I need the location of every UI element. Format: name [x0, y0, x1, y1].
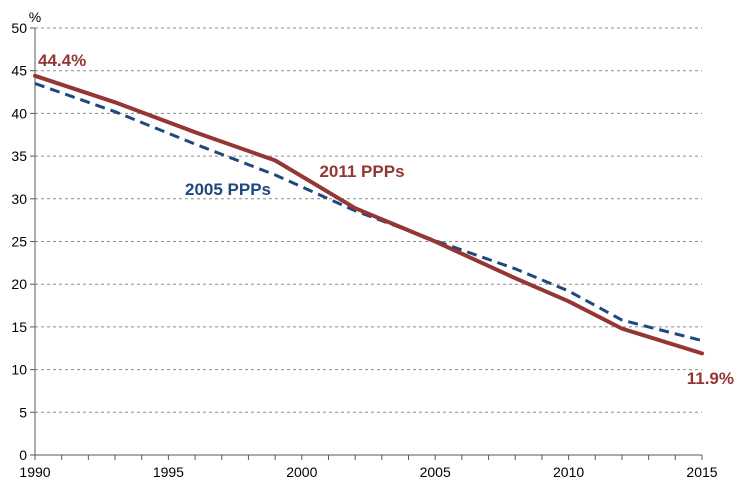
y-tick-label: 50 — [11, 20, 27, 36]
x-tick-label: 2005 — [420, 464, 451, 480]
y-tick-label: 10 — [11, 362, 27, 378]
x-tick-label: 1990 — [19, 464, 50, 480]
x-axis-ticks: 1990 1995 2000 2005 2010 2015 — [19, 455, 718, 480]
series-lines — [33, 73, 704, 356]
y-tick-label: 25 — [11, 234, 27, 250]
x-tick-label: 2015 — [686, 464, 717, 480]
y-tick-label: 15 — [11, 319, 27, 335]
data-label-end: 11.9% — [687, 369, 734, 388]
y-tick-label: 20 — [11, 276, 27, 292]
y-tick-label: 45 — [11, 63, 27, 79]
y-axis-ticks: 0 5 10 15 20 25 30 35 40 45 50 — [11, 20, 35, 463]
gridlines — [35, 27, 702, 413]
series-label-2011-ppps: 2011 PPPs — [319, 162, 404, 181]
y-tick-label: 35 — [11, 148, 27, 164]
y-tick-label: 40 — [11, 105, 27, 121]
y-tick-label: 30 — [11, 191, 27, 207]
y-axis-unit: % — [29, 9, 41, 25]
series-label-2005-ppps: 2005 PPPs — [185, 180, 271, 199]
y-tick-label: 5 — [19, 404, 27, 420]
x-tick-label: 2010 — [553, 464, 584, 480]
x-tick-label: 2000 — [286, 464, 317, 480]
y-tick-label: 0 — [19, 447, 27, 463]
data-label-start: 44.4% — [38, 51, 86, 70]
x-tick-label: 1995 — [153, 464, 184, 480]
series-line-2011-ppps — [33, 73, 704, 356]
